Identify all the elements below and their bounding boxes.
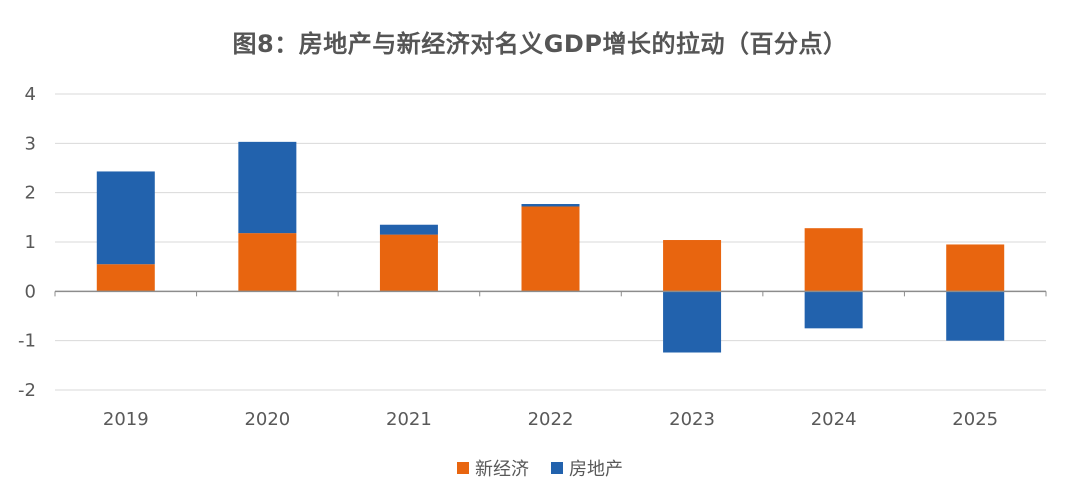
x-tick-label-2019: 2019 [103,409,149,430]
bar-new-economy-2019 [96,264,155,292]
bar-real-estate-2025 [946,291,1005,341]
bar-real-estate-2019 [96,171,155,265]
legend-item-new-economy: 新经济 [457,455,529,481]
x-tick-label-2020: 2020 [244,409,290,430]
bar-new-economy-2021 [379,234,438,292]
y-tick-label-0: -2 [18,380,36,401]
y-tick-label-5: 3 [25,133,36,154]
bar-real-estate-2021 [379,224,438,235]
legend-item-real-estate: 房地产 [551,455,623,481]
bars [96,141,1005,353]
bar-real-estate-2022 [521,204,580,207]
x-tick-label-2024: 2024 [811,409,857,430]
bar-new-economy-2024 [804,228,863,292]
x-tick-label-2022: 2022 [528,409,574,430]
axis-labels: -2 -1 0 1 2 3 4 2019 2020 2021 2022 2023 2024 2025 [18,84,998,430]
bar-real-estate-2023 [663,291,722,353]
legend-label-new-economy: 新经济 [475,459,529,480]
bar-new-economy-2020 [238,233,297,292]
axes [54,290,1047,297]
bar-real-estate-2024 [804,291,863,329]
legend-swatch-real-estate [551,462,563,474]
chart-title: 图8：房地产与新经济对名义GDP增长的拉动（百分点） [232,30,848,58]
bar-new-economy-2023 [663,240,722,292]
x-tick-label-2023: 2023 [669,409,715,430]
x-tick-label-2021: 2021 [386,409,432,430]
legend: 新经济 房地产 [0,455,1080,481]
bar-new-economy-2025 [946,244,1005,292]
y-tick-label-4: 2 [25,183,36,204]
x-tick-label-2025: 2025 [952,409,998,430]
legend-label-real-estate: 房地产 [569,459,623,480]
legend-swatch-new-economy [457,462,469,474]
y-tick-label-1: -1 [18,331,36,352]
bar-new-economy-2022 [521,206,580,292]
y-tick-label-3: 1 [25,232,36,253]
bar-real-estate-2020 [238,141,297,234]
y-tick-label-6: 4 [25,84,36,105]
y-tick-label-2: 0 [25,281,36,302]
